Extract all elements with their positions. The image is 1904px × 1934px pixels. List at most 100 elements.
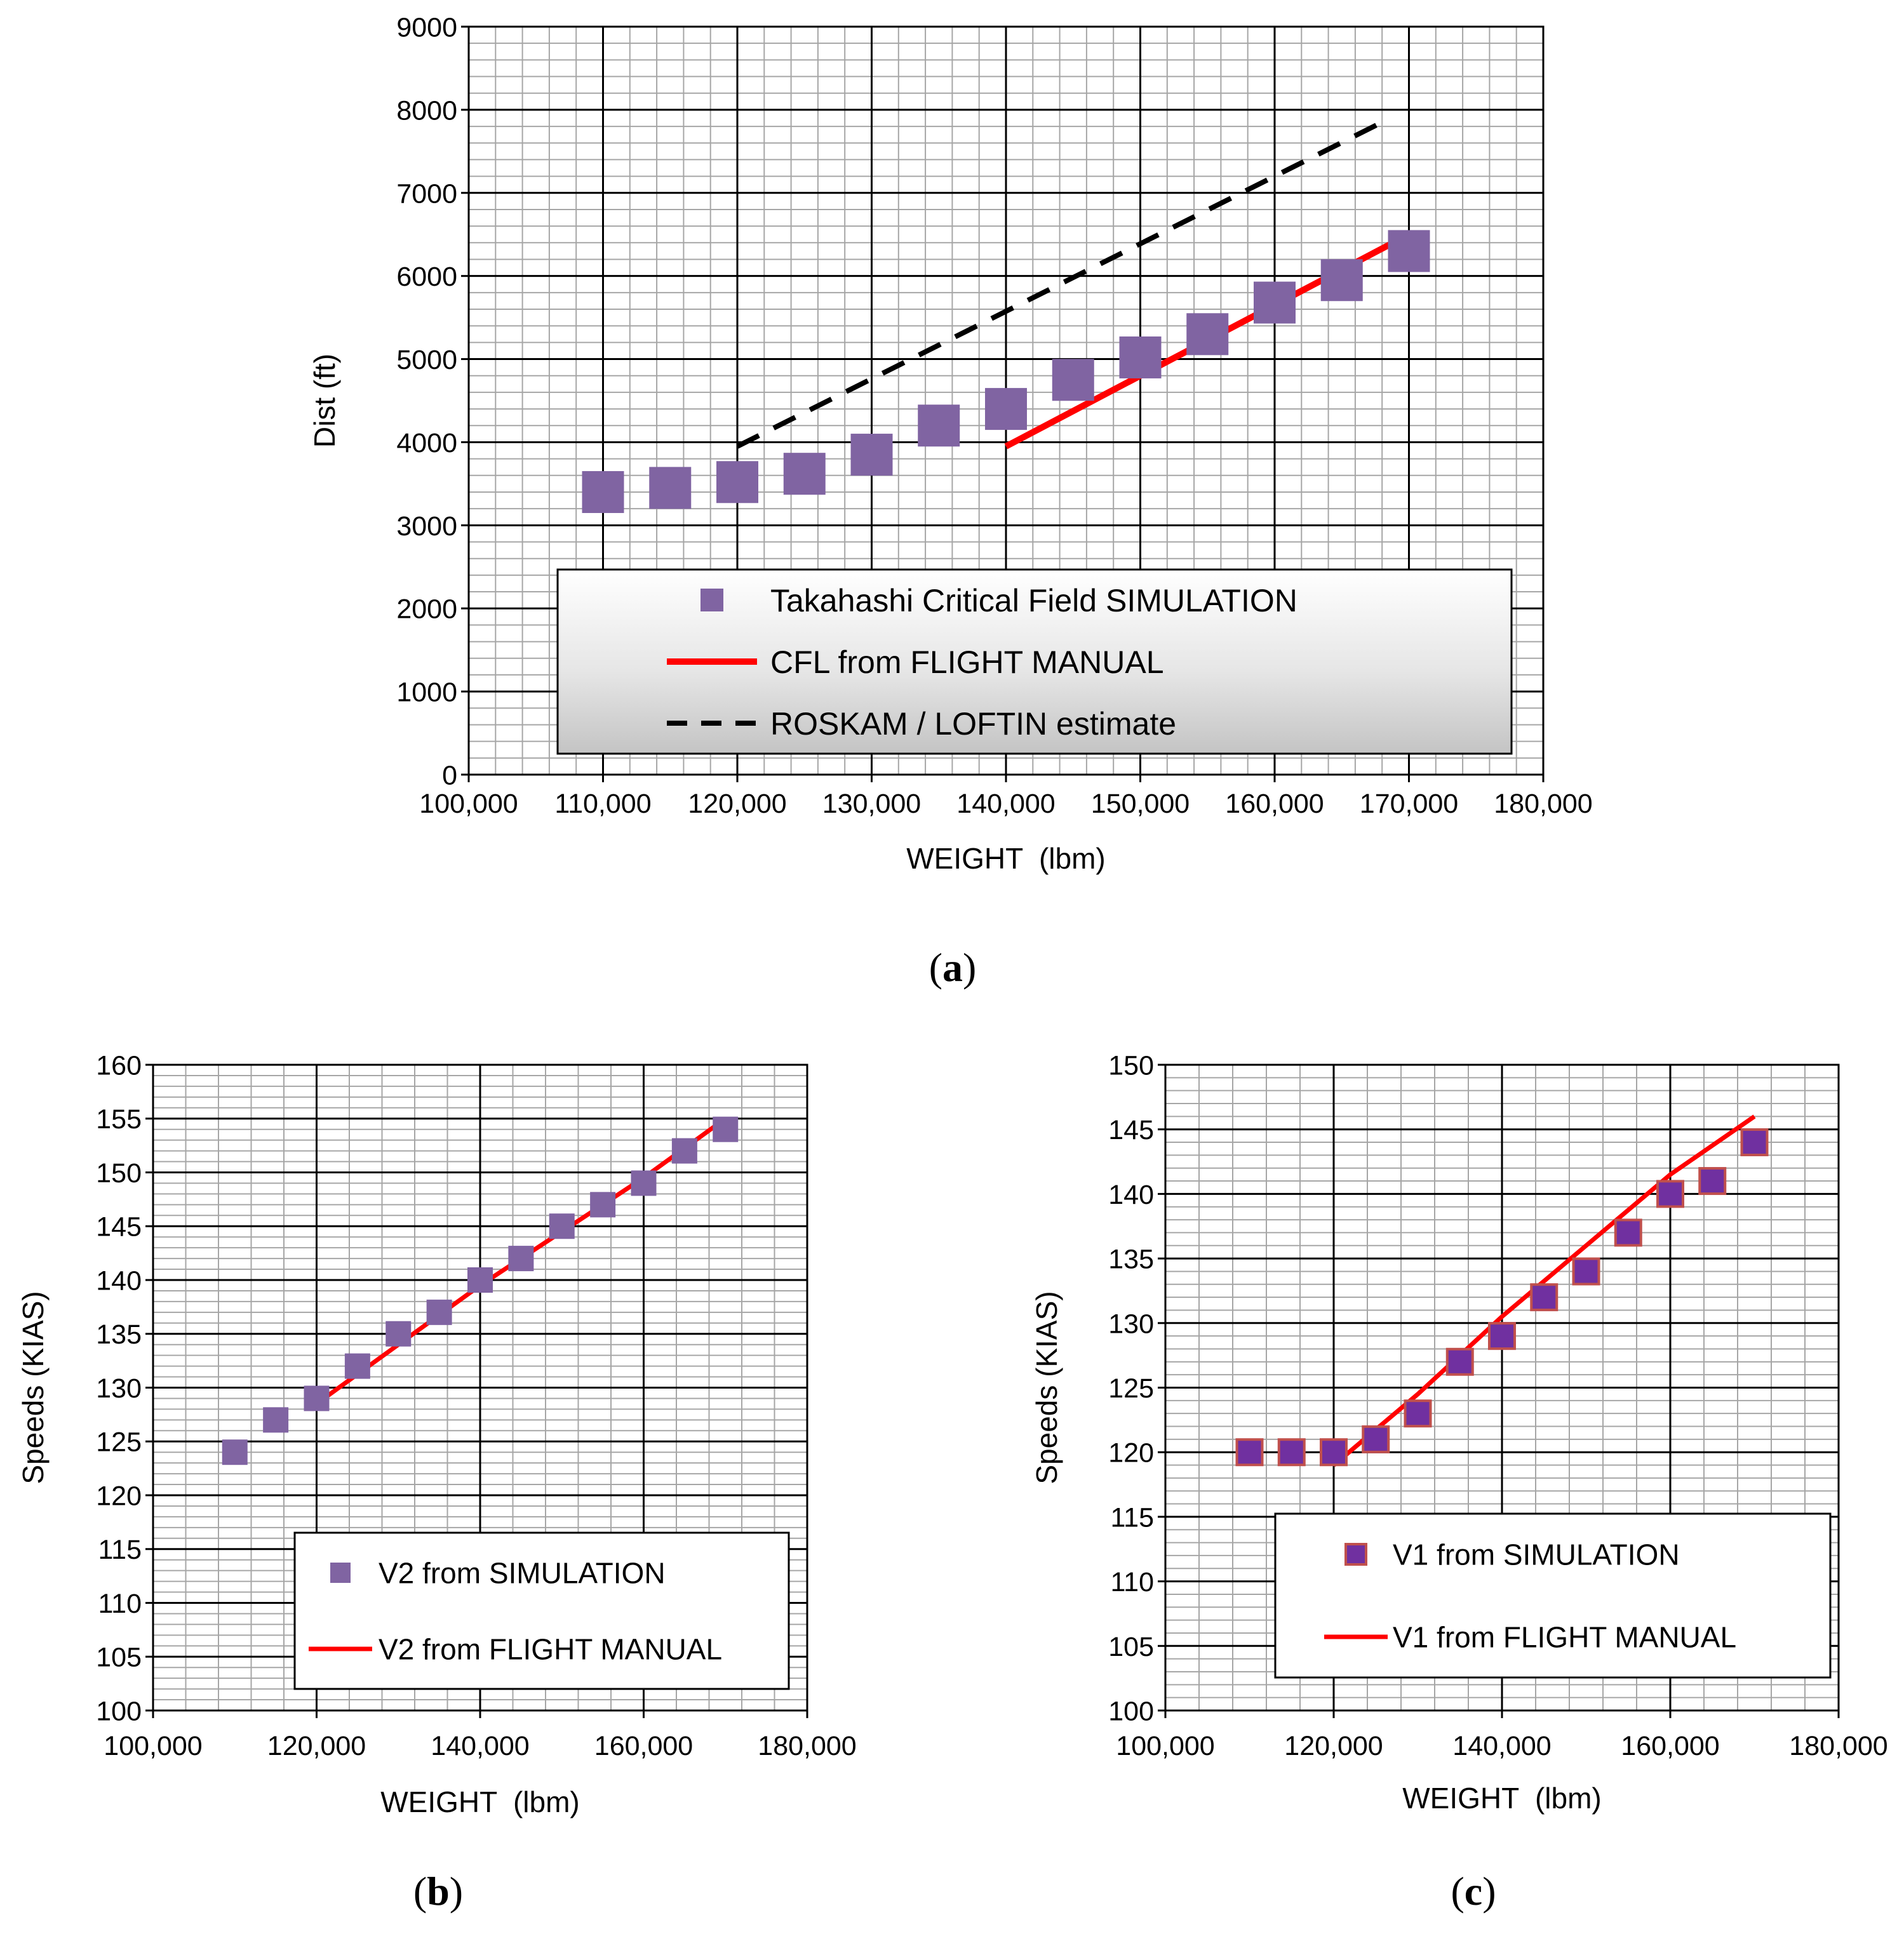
x-tick-label: 120,000	[1284, 1731, 1383, 1761]
y-tick-label: 105	[96, 1643, 142, 1673]
y-tick-label: 4000	[396, 428, 457, 458]
data-point	[426, 1299, 452, 1325]
x-axis-label: WEIGHT (lbm)	[380, 1785, 579, 1818]
x-axis-label: WEIGHT (lbm)	[1402, 1782, 1601, 1815]
y-tick-label: 145	[96, 1212, 142, 1243]
data-point	[1320, 1438, 1348, 1467]
y-tick-label: 105	[1108, 1632, 1154, 1662]
y-tick-label: 115	[98, 1535, 142, 1565]
x-tick-label: 140,000	[431, 1731, 529, 1761]
data-point	[1235, 1438, 1264, 1467]
x-tick-label: 100,000	[104, 1731, 202, 1761]
y-tick-label: 8000	[396, 95, 457, 126]
data-point	[985, 388, 1027, 430]
data-point	[508, 1246, 534, 1272]
x-tick-label: 150,000	[1091, 789, 1190, 819]
series-line-1	[1332, 1114, 1756, 1467]
data-point	[1740, 1128, 1769, 1157]
data-point	[344, 1353, 370, 1379]
data-point	[1277, 1438, 1306, 1467]
data-point	[1530, 1283, 1559, 1312]
y-tick-label: 140	[96, 1265, 142, 1296]
data-point	[1404, 1399, 1432, 1428]
legend-label: Takahashi Critical Field SIMULATION	[770, 583, 1297, 618]
y-tick-label: 6000	[396, 262, 457, 292]
x-tick-label: 100,000	[1116, 1731, 1214, 1761]
y-tick-label: 120	[1108, 1438, 1154, 1469]
y-tick-label: 155	[96, 1104, 142, 1135]
x-tick-label: 100,000	[419, 789, 518, 819]
caption-c: (c)	[1451, 1869, 1496, 1914]
legend-marker	[1344, 1543, 1367, 1566]
y-tick-label: 120	[96, 1481, 142, 1511]
data-point	[1488, 1322, 1516, 1350]
legend-label: V2 from SIMULATION	[379, 1557, 666, 1590]
y-tick-label: 135	[1108, 1244, 1154, 1275]
y-tick-label: 110	[98, 1589, 142, 1619]
data-point	[1656, 1180, 1684, 1208]
data-point	[1698, 1167, 1727, 1196]
legend-box	[293, 1531, 790, 1690]
data-point	[1445, 1347, 1474, 1376]
legend-label: CFL from FLIGHT MANUAL	[770, 644, 1164, 680]
y-tick-label: 140	[1108, 1180, 1154, 1210]
data-point	[1614, 1218, 1642, 1247]
legend-marker	[330, 1563, 351, 1583]
x-tick-label: 160,000	[1225, 789, 1324, 819]
data-point	[918, 404, 960, 447]
legend-box	[1274, 1512, 1832, 1679]
x-tick-label: 160,000	[1621, 1731, 1719, 1761]
data-point	[1362, 1425, 1390, 1453]
y-tick-label: 7000	[396, 178, 457, 209]
legend-label: V1 from FLIGHT MANUAL	[1393, 1621, 1736, 1654]
y-tick-label: 110	[1110, 1567, 1154, 1597]
y-axis-label: Dist (ft)	[308, 354, 341, 448]
x-tick-label: 180,000	[1789, 1731, 1887, 1761]
data-point	[1119, 336, 1162, 378]
y-tick-label: 145	[1108, 1115, 1154, 1145]
data-point	[713, 1116, 739, 1142]
y-tick-label: 130	[96, 1373, 142, 1404]
data-point	[304, 1385, 330, 1411]
data-point	[549, 1213, 575, 1239]
y-axis-label: Speeds (KIAS)	[17, 1291, 50, 1484]
y-tick-label: 9000	[396, 12, 457, 43]
caption-a: (a)	[929, 945, 977, 990]
y-tick-label: 130	[1108, 1309, 1154, 1339]
data-point	[1572, 1257, 1600, 1286]
y-tick-label: 100	[96, 1696, 142, 1726]
data-point	[590, 1192, 616, 1218]
data-point	[263, 1407, 289, 1433]
y-tick-label: 150	[1108, 1050, 1154, 1081]
x-tick-label: 140,000	[956, 789, 1055, 819]
data-point	[649, 467, 692, 509]
y-tick-label: 125	[1108, 1373, 1154, 1404]
y-tick-label: 125	[96, 1427, 142, 1458]
x-tick-label: 180,000	[758, 1731, 856, 1761]
data-point	[1052, 359, 1094, 401]
x-tick-label: 110,000	[554, 789, 651, 819]
data-point	[850, 434, 893, 476]
y-tick-label: 1000	[396, 677, 457, 708]
data-point	[671, 1138, 697, 1164]
data-point	[385, 1321, 412, 1347]
data-point	[716, 461, 758, 504]
data-point	[783, 453, 826, 495]
caption-b: (b)	[413, 1869, 463, 1914]
y-tick-label: 160	[96, 1050, 142, 1081]
y-tick-label: 0	[442, 760, 457, 790]
x-tick-label: 120,000	[688, 789, 786, 819]
data-point	[1254, 281, 1296, 324]
data-point	[1320, 259, 1363, 302]
x-tick-label: 130,000	[822, 789, 921, 819]
legend-marker	[701, 589, 723, 611]
y-tick-label: 3000	[396, 511, 457, 542]
x-tick-label: 180,000	[1494, 789, 1592, 819]
y-tick-label: 100	[1108, 1696, 1154, 1726]
data-point	[222, 1439, 248, 1465]
x-axis-label: WEIGHT (lbm)	[906, 842, 1105, 875]
x-tick-label: 170,000	[1360, 789, 1458, 819]
y-tick-label: 5000	[396, 345, 457, 375]
chart-a: 0 1000 2000 3000 4000 5000 6000 7000 8000 9000 100…	[308, 12, 1593, 875]
